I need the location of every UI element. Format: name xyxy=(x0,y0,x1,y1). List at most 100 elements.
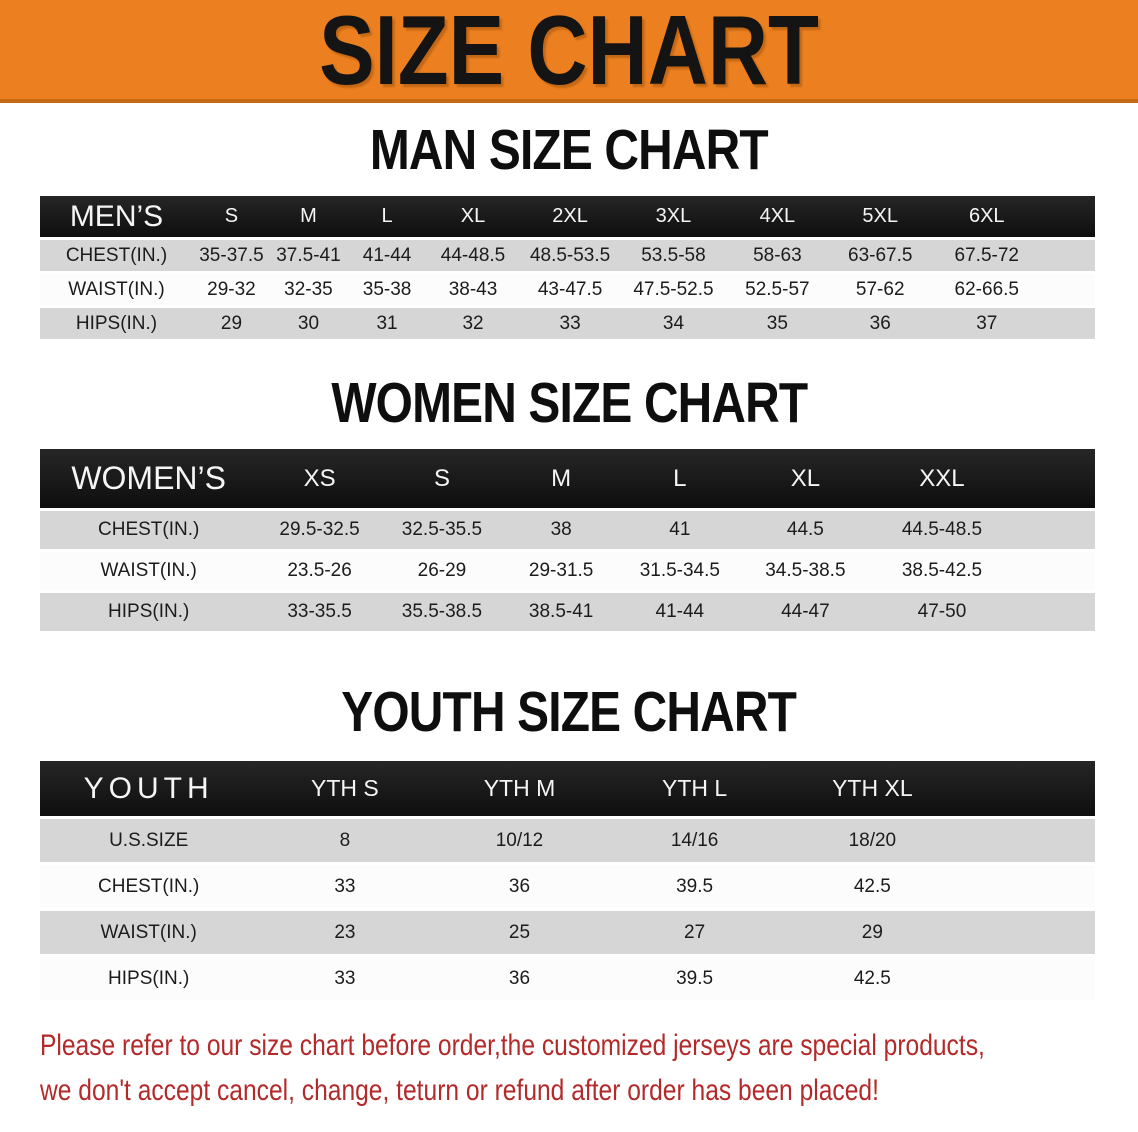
spacer-cell xyxy=(962,911,1095,954)
size-value: 43-47.5 xyxy=(518,274,622,305)
table-row: WAIST(IN.) 23.5-26 26-29 29-31.5 31.5-34… xyxy=(40,552,1095,590)
women-section-heading: WOMEN SIZE CHART xyxy=(0,375,1138,432)
size-value: 57-62 xyxy=(829,274,932,305)
youth-size-table: YOUTH YTH S YTH M YTH L YTH XL U.S.SIZE … xyxy=(40,758,1095,1003)
table-row: HIPS(IN.) 29 30 31 32 33 34 35 36 37 xyxy=(40,308,1095,339)
table-row: WAIST(IN.) 23 25 27 29 xyxy=(40,911,1095,954)
size-value: 27 xyxy=(606,911,783,954)
column-header: 3XL xyxy=(621,196,726,237)
youth-section-heading: YOUTH SIZE CHART xyxy=(0,684,1138,741)
women-size-table: WOMEN’S XS S M L XL XXL CHEST(IN.) 29.5-… xyxy=(40,446,1095,634)
column-header: 5XL xyxy=(829,196,932,237)
size-value: 47-50 xyxy=(871,593,1013,631)
row-label: CHEST(IN.) xyxy=(40,240,193,271)
size-value: 41-44 xyxy=(346,240,428,271)
youth-header-row: YOUTH YTH S YTH M YTH L YTH XL xyxy=(40,761,1095,816)
size-value: 62-66.5 xyxy=(931,274,1043,305)
size-value: 37 xyxy=(931,308,1043,339)
size-value: 35 xyxy=(725,308,830,339)
size-value: 44.5-48.5 xyxy=(871,511,1013,549)
size-value: 29-32 xyxy=(192,274,270,305)
size-value: 53.5-58 xyxy=(621,240,726,271)
size-value: 39.5 xyxy=(606,957,783,1000)
size-value: 33-35.5 xyxy=(257,593,382,631)
column-header: YTH XL xyxy=(782,761,963,816)
column-header: YTH M xyxy=(432,761,607,816)
table-row: CHEST(IN.) 33 36 39.5 42.5 xyxy=(40,865,1095,908)
disclaimer-note: Please refer to our size chart before or… xyxy=(40,1023,985,1113)
spacer-cell xyxy=(962,761,1095,816)
spacer-cell xyxy=(1012,449,1095,508)
size-value: 35.5-38.5 xyxy=(381,593,503,631)
size-value: 42.5 xyxy=(782,865,963,908)
disclaimer-line-2: we don't accept cancel, change, teturn o… xyxy=(40,1074,879,1107)
size-value: 29 xyxy=(782,911,963,954)
size-value: 10/12 xyxy=(432,819,607,862)
size-value: 41 xyxy=(620,511,740,549)
size-value: 31 xyxy=(346,308,428,339)
size-value: 29-31.5 xyxy=(502,552,621,590)
table-row: U.S.SIZE 8 10/12 14/16 18/20 xyxy=(40,819,1095,862)
size-value: 39.5 xyxy=(606,865,783,908)
row-label: HIPS(IN.) xyxy=(40,308,193,339)
row-label: HIPS(IN.) xyxy=(40,593,258,631)
size-value: 35-37.5 xyxy=(192,240,270,271)
women-heading-text: WOMEN SIZE CHART xyxy=(331,371,808,435)
spacer-cell xyxy=(1042,308,1095,339)
spacer-cell xyxy=(1012,511,1095,549)
man-section-heading: MAN SIZE CHART xyxy=(0,122,1138,179)
size-value: 33 xyxy=(518,308,622,339)
banner: SIZE CHART xyxy=(0,0,1138,103)
table-row: WAIST(IN.) 29-32 32-35 35-38 38-43 43-47… xyxy=(40,274,1095,305)
men-size-table: MEN’S S M L XL 2XL 3XL 4XL 5XL 6XL CHEST… xyxy=(40,193,1095,342)
row-label: WAIST(IN.) xyxy=(40,552,258,590)
column-header: 4XL xyxy=(725,196,830,237)
size-value: 44-47 xyxy=(739,593,872,631)
men-corner-label: MEN’S xyxy=(40,196,193,237)
size-value: 52.5-57 xyxy=(725,274,830,305)
size-value: 48.5-53.5 xyxy=(518,240,622,271)
size-value: 29 xyxy=(192,308,270,339)
size-value: 32 xyxy=(427,308,519,339)
row-label: WAIST(IN.) xyxy=(40,274,193,305)
spacer-cell xyxy=(1042,240,1095,271)
women-corner-label: WOMEN’S xyxy=(40,449,258,508)
size-value: 18/20 xyxy=(782,819,963,862)
column-header: YTH L xyxy=(606,761,783,816)
size-value: 36 xyxy=(829,308,932,339)
row-label: WAIST(IN.) xyxy=(40,911,258,954)
size-value: 33 xyxy=(257,865,433,908)
spacer-cell xyxy=(962,819,1095,862)
size-value: 31.5-34.5 xyxy=(620,552,740,590)
size-value: 37.5-41 xyxy=(269,240,347,271)
size-value: 63-67.5 xyxy=(829,240,932,271)
row-label: CHEST(IN.) xyxy=(40,511,258,549)
column-header: M xyxy=(269,196,347,237)
man-heading-text: MAN SIZE CHART xyxy=(370,118,769,182)
column-header: S xyxy=(192,196,270,237)
size-value: 30 xyxy=(269,308,347,339)
column-header: S xyxy=(381,449,503,508)
size-value: 38.5-41 xyxy=(502,593,621,631)
table-row: HIPS(IN.) 33 36 39.5 42.5 xyxy=(40,957,1095,1000)
column-header: L xyxy=(346,196,428,237)
size-value: 26-29 xyxy=(381,552,503,590)
size-value: 34.5-38.5 xyxy=(739,552,872,590)
row-label: HIPS(IN.) xyxy=(40,957,258,1000)
table-row: CHEST(IN.) 29.5-32.5 32.5-35.5 38 41 44.… xyxy=(40,511,1095,549)
youth-heading-text: YOUTH SIZE CHART xyxy=(341,680,798,744)
banner-title: SIZE CHART xyxy=(319,0,819,105)
disclaimer-line-1: Please refer to our size chart before or… xyxy=(40,1029,985,1062)
size-value: 14/16 xyxy=(606,819,783,862)
spacer-cell xyxy=(1042,274,1095,305)
size-value: 58-63 xyxy=(725,240,830,271)
women-header-row: WOMEN’S XS S M L XL XXL xyxy=(40,449,1095,508)
spacer-cell xyxy=(1042,196,1095,237)
spacer-cell xyxy=(1012,593,1095,631)
row-label: U.S.SIZE xyxy=(40,819,258,862)
size-value: 36 xyxy=(432,865,607,908)
size-value: 33 xyxy=(257,957,433,1000)
size-value: 67.5-72 xyxy=(931,240,1043,271)
youth-corner-label: YOUTH xyxy=(40,761,258,816)
